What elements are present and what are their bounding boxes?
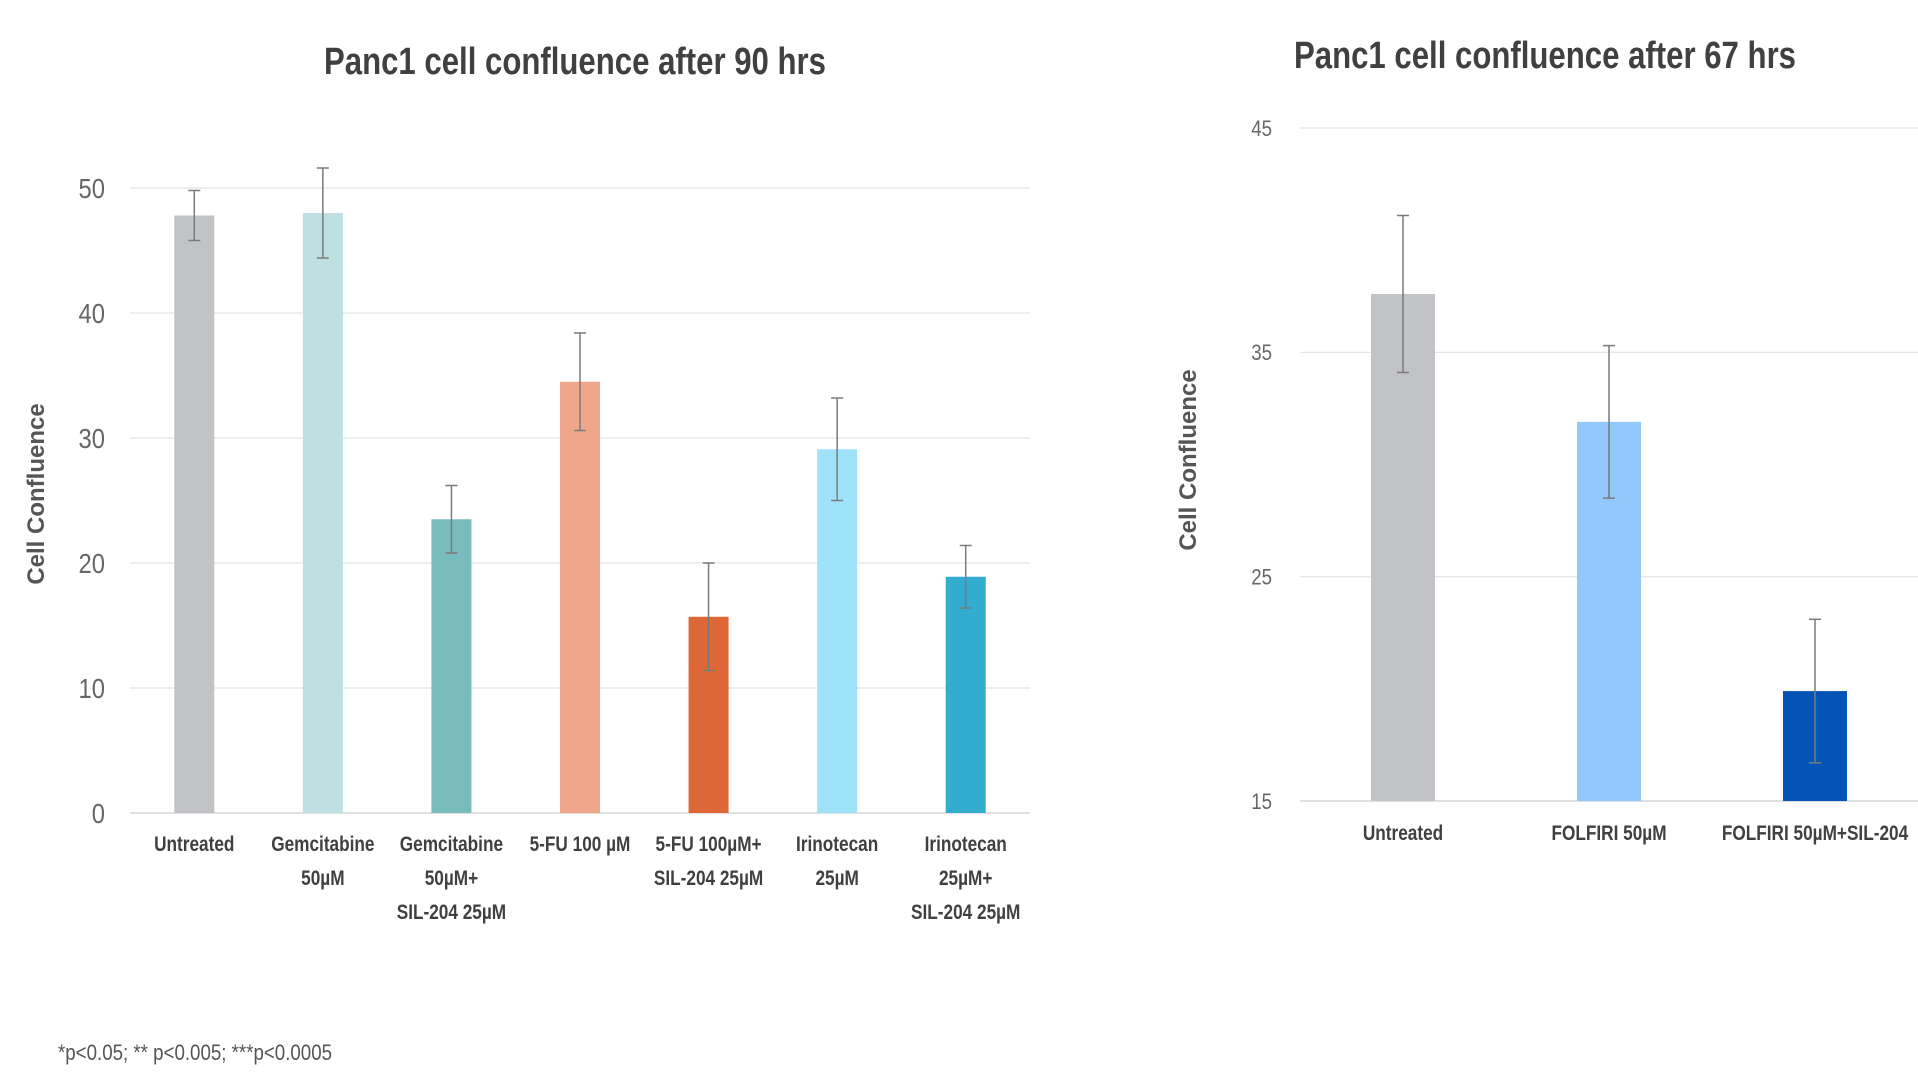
- y-axis-label: Cell Confluence: [1175, 369, 1202, 550]
- error-bar: [188, 189, 201, 242]
- y-tick-label: 0: [92, 797, 105, 829]
- x-category-label: FOLFIRI 50µM+SIL-204: [1722, 823, 1909, 846]
- x-category-label: 5-FU 100µM+ SIL-204 25µM: [654, 834, 763, 891]
- y-tick-label: 25: [1251, 566, 1272, 590]
- x-category-label: Untreated: [1363, 823, 1443, 846]
- y-axis-label: Cell Confluence: [23, 403, 50, 584]
- y-tick-label: 15: [1251, 791, 1272, 815]
- y-tick-label: 40: [79, 297, 105, 329]
- error-bar: [445, 484, 458, 554]
- y-tick-label: 30: [79, 422, 105, 454]
- y-tick-label: 50: [79, 172, 105, 204]
- x-category-label: Irinotecan 25µM: [796, 834, 878, 891]
- bar: [431, 519, 472, 813]
- bar-chart-67hrs: Panc1 cell confluence after 67 hrs Cell C…: [1175, 35, 1918, 846]
- x-category-label: 5-FU 100 µM: [530, 834, 631, 857]
- bar: [560, 381, 600, 813]
- bar: [302, 213, 343, 813]
- bar: [1371, 294, 1435, 801]
- error-bar: [1809, 618, 1821, 764]
- bar: [174, 215, 215, 813]
- bar: [945, 576, 986, 813]
- x-category-label: Irinotecan 25µM+ SIL-204 25µM: [911, 834, 1020, 925]
- y-tick-label: 45: [1251, 118, 1272, 142]
- x-category-label: FOLFIRI 50µM: [1551, 823, 1666, 846]
- y-tick-label: 20: [79, 547, 105, 579]
- bar: [817, 449, 858, 813]
- y-tick-label: 35: [1251, 342, 1272, 366]
- error-bar: [702, 562, 715, 672]
- x-category-label: Gemcitabine 50µM: [271, 834, 375, 891]
- bar-chart-90hrs: Panc1 cell confluence after 90 hrs Cell C…: [23, 41, 1030, 925]
- error-bar: [959, 544, 972, 609]
- significance-footnote: *p<0.05; ** p<0.005; ***p<0.0005: [58, 1040, 332, 1065]
- error-bar: [1603, 344, 1615, 499]
- error-bar: [574, 332, 586, 432]
- x-category-label: Gemcitabine 50µM+ SIL-204 25µM: [397, 834, 506, 925]
- y-tick-label: 10: [79, 672, 105, 704]
- chart-title: Panc1 cell confluence after 67 hrs: [1294, 35, 1796, 77]
- chart-title: Panc1 cell confluence after 90 hrs: [324, 41, 826, 83]
- x-category-label: Untreated: [154, 834, 234, 857]
- error-bar: [316, 167, 329, 259]
- error-bar: [831, 397, 844, 502]
- error-bar: [1397, 214, 1409, 374]
